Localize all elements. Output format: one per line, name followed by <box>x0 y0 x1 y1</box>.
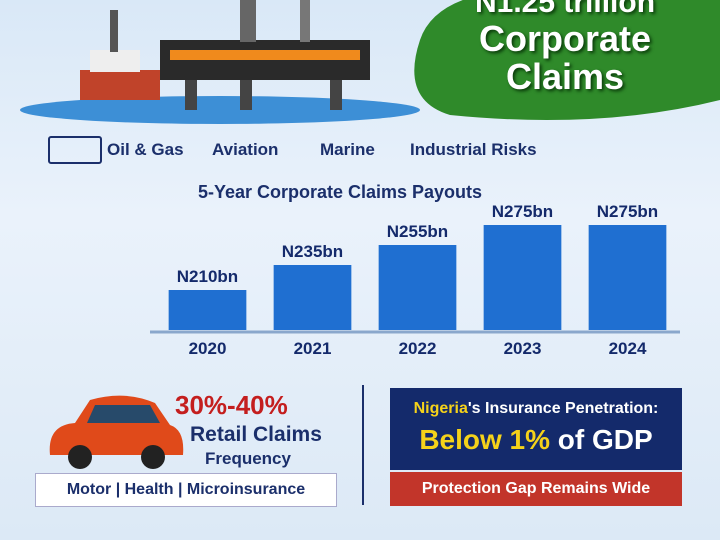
penetration-unit: of GDP <box>550 424 653 455</box>
country: Nigeria <box>413 400 468 417</box>
retail-text: Frequency <box>205 449 291 468</box>
sector: Oil & Gas <box>107 140 184 159</box>
value-label: N255bn <box>387 222 448 241</box>
divider <box>362 385 364 505</box>
title-line: Claims <box>505 56 625 97</box>
retail-text: Retail Claims <box>190 423 322 446</box>
bar <box>273 265 352 330</box>
car-icon <box>49 395 184 469</box>
chart-title: 5-Year Corporate Claims Payouts <box>198 182 482 202</box>
x-tick-label: 2023 <box>504 339 542 358</box>
retail-lines: Motor | Health | Microinsurance <box>35 473 337 507</box>
penetration-footer: Protection Gap Remains Wide <box>390 472 682 506</box>
x-tick-label: 2021 <box>294 339 332 358</box>
title-line: Corporate <box>478 18 652 59</box>
title-line: N1.25 trillion <box>474 0 656 19</box>
retail-panel: 30%-40% Retail Claims Frequency Motor | … <box>35 385 337 507</box>
x-tick-label: 2024 <box>609 339 647 358</box>
sector: Marine <box>320 140 375 159</box>
x-tick-label: 2020 <box>189 339 227 358</box>
bar <box>483 225 562 330</box>
value-label: N210bn <box>177 267 238 286</box>
value-label: N235bn <box>282 242 343 261</box>
bar <box>378 245 457 330</box>
sector: Industrial Risks <box>410 140 537 159</box>
penetration-panel: Nigeria's Insurance Penetration: Below 1… <box>390 388 682 470</box>
penetration-value: Below 1% <box>419 424 551 455</box>
value-label: N275bn <box>597 202 658 221</box>
x-tick-label: 2022 <box>399 339 437 358</box>
chart: 5-Year Corporate Claims Payouts N210bn 20… <box>150 182 680 358</box>
banner-art <box>20 0 720 124</box>
value-label: N275bn <box>492 202 553 221</box>
bar <box>588 225 667 330</box>
penetration-label: 's Insurance Penetration: <box>467 400 659 417</box>
retail-range: 30%-40% <box>175 390 288 420</box>
icon <box>48 136 102 164</box>
sector: Aviation <box>212 140 279 159</box>
bar <box>168 290 247 330</box>
